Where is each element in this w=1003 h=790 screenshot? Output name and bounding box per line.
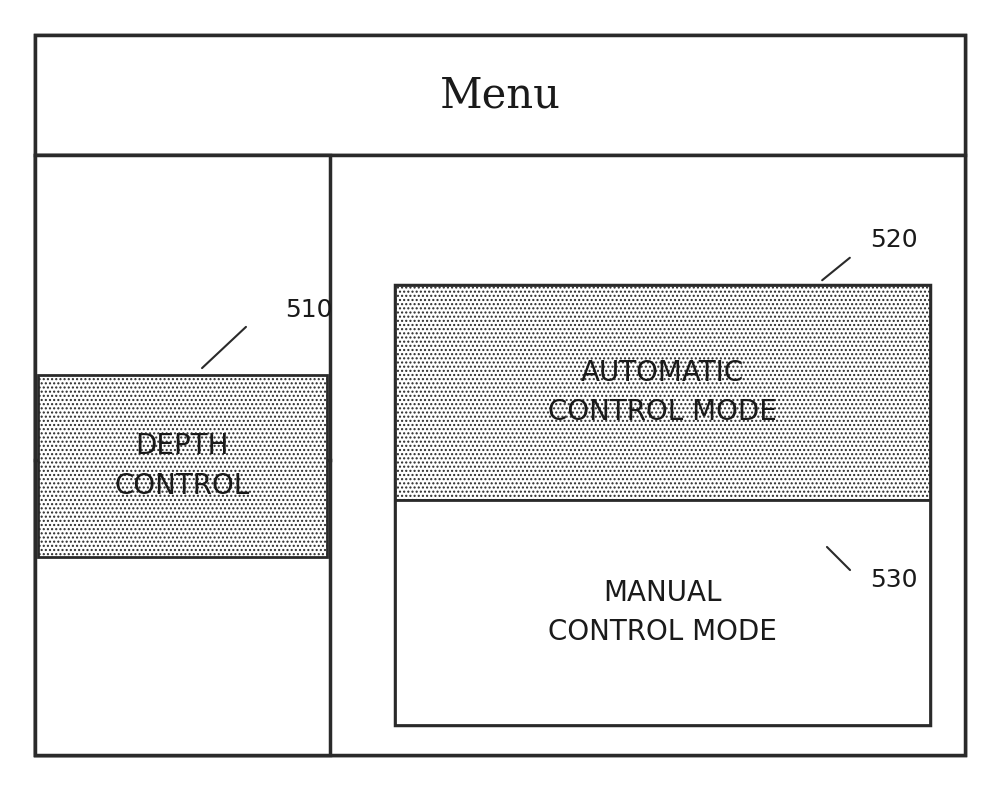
Text: MANUAL
CONTROL MODE: MANUAL CONTROL MODE <box>548 579 776 646</box>
Text: 530: 530 <box>870 568 917 592</box>
Bar <box>38 375 327 557</box>
Text: AUTOMATIC
CONTROL MODE: AUTOMATIC CONTROL MODE <box>548 359 776 426</box>
Bar <box>35 35 964 155</box>
Bar <box>394 285 929 500</box>
Text: 520: 520 <box>870 228 917 252</box>
Bar <box>35 155 964 755</box>
Text: 510: 510 <box>285 298 332 322</box>
Text: Menu: Menu <box>439 74 560 116</box>
Text: DEPTH
CONTROL: DEPTH CONTROL <box>114 432 250 499</box>
Bar <box>35 155 330 755</box>
Bar <box>394 285 929 725</box>
Bar <box>394 500 929 725</box>
